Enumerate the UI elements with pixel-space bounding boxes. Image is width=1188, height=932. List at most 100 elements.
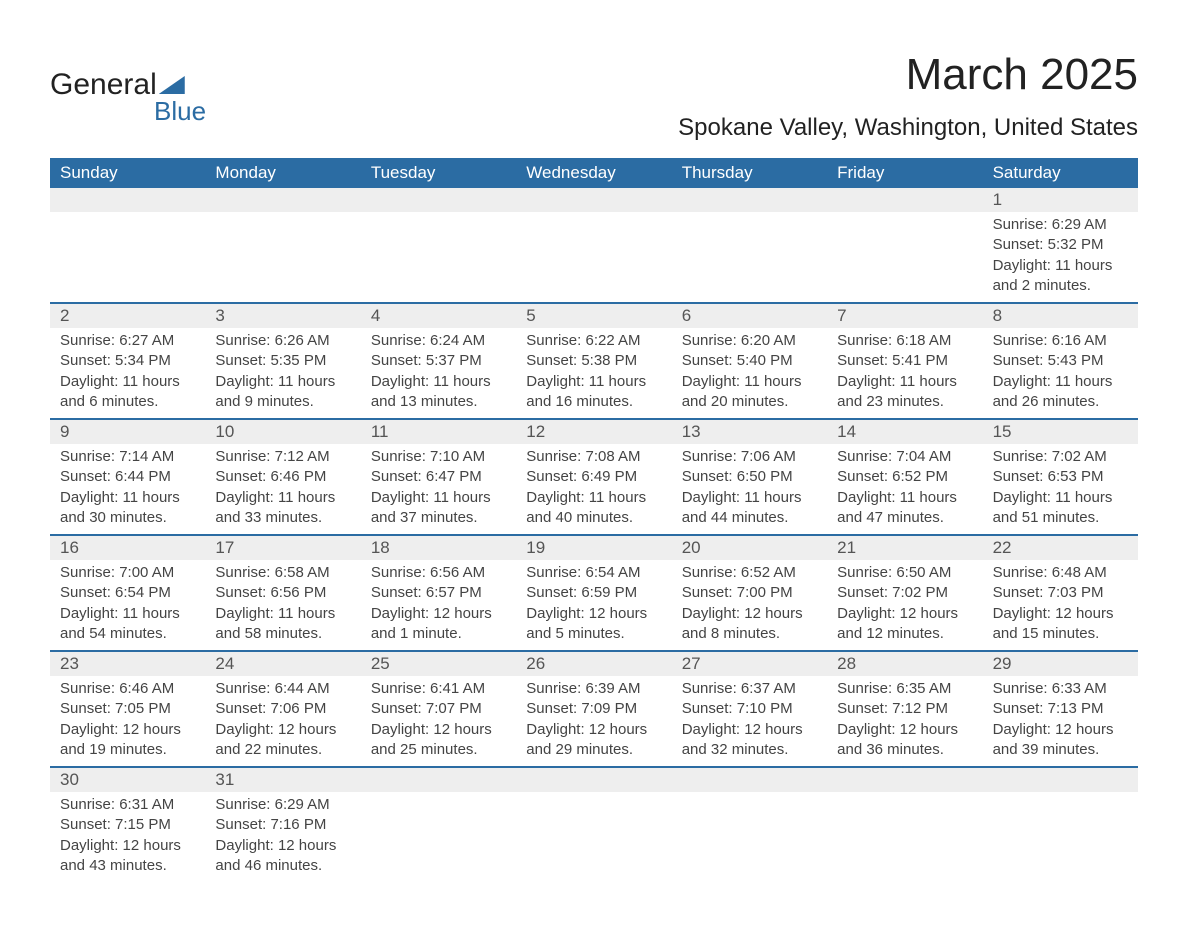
day-daylight2: and 32 minutes. bbox=[682, 740, 817, 760]
day-number: 18 bbox=[361, 536, 516, 560]
day-daylight2: and 46 minutes. bbox=[215, 856, 350, 876]
day-body: Sunrise: 7:14 AMSunset: 6:44 PMDaylight:… bbox=[50, 444, 205, 534]
day-sunset: Sunset: 7:12 PM bbox=[837, 699, 972, 719]
day-sunrise: Sunrise: 6:37 AM bbox=[682, 679, 817, 699]
week-row: 9Sunrise: 7:14 AMSunset: 6:44 PMDaylight… bbox=[50, 420, 1138, 536]
day-body bbox=[827, 212, 982, 232]
week-row: 16Sunrise: 7:00 AMSunset: 6:54 PMDayligh… bbox=[50, 536, 1138, 652]
day-sunrise: Sunrise: 6:31 AM bbox=[60, 795, 195, 815]
day-body: Sunrise: 7:12 AMSunset: 6:46 PMDaylight:… bbox=[205, 444, 360, 534]
day-cell: 7Sunrise: 6:18 AMSunset: 5:41 PMDaylight… bbox=[827, 304, 982, 418]
day-daylight1: Daylight: 12 hours bbox=[993, 720, 1128, 740]
day-sunrise: Sunrise: 6:48 AM bbox=[993, 563, 1128, 583]
day-body: Sunrise: 6:54 AMSunset: 6:59 PMDaylight:… bbox=[516, 560, 671, 650]
day-body: Sunrise: 6:37 AMSunset: 7:10 PMDaylight:… bbox=[672, 676, 827, 766]
day-daylight2: and 8 minutes. bbox=[682, 624, 817, 644]
day-daylight2: and 39 minutes. bbox=[993, 740, 1128, 760]
day-daylight2: and 47 minutes. bbox=[837, 508, 972, 528]
day-sunrise: Sunrise: 7:06 AM bbox=[682, 447, 817, 467]
day-cell: 28Sunrise: 6:35 AMSunset: 7:12 PMDayligh… bbox=[827, 652, 982, 766]
day-daylight1: Daylight: 11 hours bbox=[526, 488, 661, 508]
day-number: 24 bbox=[205, 652, 360, 676]
day-sunrise: Sunrise: 6:18 AM bbox=[837, 331, 972, 351]
day-number: 26 bbox=[516, 652, 671, 676]
day-daylight2: and 22 minutes. bbox=[215, 740, 350, 760]
day-cell: 23Sunrise: 6:46 AMSunset: 7:05 PMDayligh… bbox=[50, 652, 205, 766]
day-number bbox=[827, 188, 982, 212]
day-number: 6 bbox=[672, 304, 827, 328]
day-number: 13 bbox=[672, 420, 827, 444]
weeks-container: 1Sunrise: 6:29 AMSunset: 5:32 PMDaylight… bbox=[50, 188, 1138, 882]
day-cell: 14Sunrise: 7:04 AMSunset: 6:52 PMDayligh… bbox=[827, 420, 982, 534]
day-cell: 8Sunrise: 6:16 AMSunset: 5:43 PMDaylight… bbox=[983, 304, 1138, 418]
logo-triangle-icon bbox=[159, 76, 185, 94]
day-cell: 11Sunrise: 7:10 AMSunset: 6:47 PMDayligh… bbox=[361, 420, 516, 534]
day-daylight1: Daylight: 11 hours bbox=[60, 488, 195, 508]
day-body bbox=[50, 212, 205, 232]
day-daylight1: Daylight: 11 hours bbox=[993, 256, 1128, 276]
day-cell: 18Sunrise: 6:56 AMSunset: 6:57 PMDayligh… bbox=[361, 536, 516, 650]
title-block: March 2025 Spokane Valley, Washington, U… bbox=[678, 50, 1138, 142]
day-body bbox=[672, 792, 827, 812]
day-sunset: Sunset: 6:46 PM bbox=[215, 467, 350, 487]
day-body: Sunrise: 6:26 AMSunset: 5:35 PMDaylight:… bbox=[205, 328, 360, 418]
day-sunrise: Sunrise: 6:44 AM bbox=[215, 679, 350, 699]
day-cell bbox=[672, 188, 827, 302]
day-number bbox=[361, 188, 516, 212]
day-sunrise: Sunrise: 6:39 AM bbox=[526, 679, 661, 699]
day-daylight2: and 36 minutes. bbox=[837, 740, 972, 760]
day-daylight2: and 26 minutes. bbox=[993, 392, 1128, 412]
day-sunset: Sunset: 7:09 PM bbox=[526, 699, 661, 719]
day-body: Sunrise: 7:10 AMSunset: 6:47 PMDaylight:… bbox=[361, 444, 516, 534]
day-body bbox=[361, 212, 516, 232]
day-sunset: Sunset: 7:10 PM bbox=[682, 699, 817, 719]
day-daylight2: and 33 minutes. bbox=[215, 508, 350, 528]
day-sunset: Sunset: 7:06 PM bbox=[215, 699, 350, 719]
day-daylight2: and 13 minutes. bbox=[371, 392, 506, 412]
day-daylight1: Daylight: 12 hours bbox=[993, 604, 1128, 624]
day-number: 27 bbox=[672, 652, 827, 676]
day-daylight1: Daylight: 12 hours bbox=[837, 720, 972, 740]
week-row: 2Sunrise: 6:27 AMSunset: 5:34 PMDaylight… bbox=[50, 304, 1138, 420]
day-sunset: Sunset: 5:37 PM bbox=[371, 351, 506, 371]
day-sunrise: Sunrise: 6:33 AM bbox=[993, 679, 1128, 699]
day-daylight2: and 19 minutes. bbox=[60, 740, 195, 760]
day-daylight1: Daylight: 11 hours bbox=[837, 372, 972, 392]
day-daylight1: Daylight: 11 hours bbox=[993, 372, 1128, 392]
day-daylight2: and 58 minutes. bbox=[215, 624, 350, 644]
day-body bbox=[516, 792, 671, 812]
day-body: Sunrise: 6:22 AMSunset: 5:38 PMDaylight:… bbox=[516, 328, 671, 418]
day-number bbox=[361, 768, 516, 792]
weekday-thursday: Thursday bbox=[672, 158, 827, 188]
day-body: Sunrise: 6:29 AMSunset: 7:16 PMDaylight:… bbox=[205, 792, 360, 882]
day-number: 4 bbox=[361, 304, 516, 328]
day-daylight2: and 23 minutes. bbox=[837, 392, 972, 412]
day-sunrise: Sunrise: 6:54 AM bbox=[526, 563, 661, 583]
day-daylight2: and 54 minutes. bbox=[60, 624, 195, 644]
day-body: Sunrise: 6:29 AMSunset: 5:32 PMDaylight:… bbox=[983, 212, 1138, 302]
day-cell bbox=[361, 768, 516, 882]
day-daylight2: and 16 minutes. bbox=[526, 392, 661, 412]
day-daylight1: Daylight: 11 hours bbox=[526, 372, 661, 392]
day-body: Sunrise: 6:50 AMSunset: 7:02 PMDaylight:… bbox=[827, 560, 982, 650]
day-number bbox=[827, 768, 982, 792]
day-number: 12 bbox=[516, 420, 671, 444]
day-number: 9 bbox=[50, 420, 205, 444]
day-number: 20 bbox=[672, 536, 827, 560]
day-cell bbox=[983, 768, 1138, 882]
day-sunrise: Sunrise: 7:12 AM bbox=[215, 447, 350, 467]
day-body bbox=[983, 792, 1138, 812]
day-daylight2: and 6 minutes. bbox=[60, 392, 195, 412]
day-number bbox=[672, 188, 827, 212]
day-number bbox=[205, 188, 360, 212]
day-sunrise: Sunrise: 6:35 AM bbox=[837, 679, 972, 699]
day-body: Sunrise: 6:41 AMSunset: 7:07 PMDaylight:… bbox=[361, 676, 516, 766]
day-body bbox=[516, 212, 671, 232]
day-daylight2: and 44 minutes. bbox=[682, 508, 817, 528]
day-sunrise: Sunrise: 6:46 AM bbox=[60, 679, 195, 699]
day-sunset: Sunset: 5:38 PM bbox=[526, 351, 661, 371]
day-sunrise: Sunrise: 6:26 AM bbox=[215, 331, 350, 351]
day-cell bbox=[361, 188, 516, 302]
day-number: 29 bbox=[983, 652, 1138, 676]
weekday-saturday: Saturday bbox=[983, 158, 1138, 188]
